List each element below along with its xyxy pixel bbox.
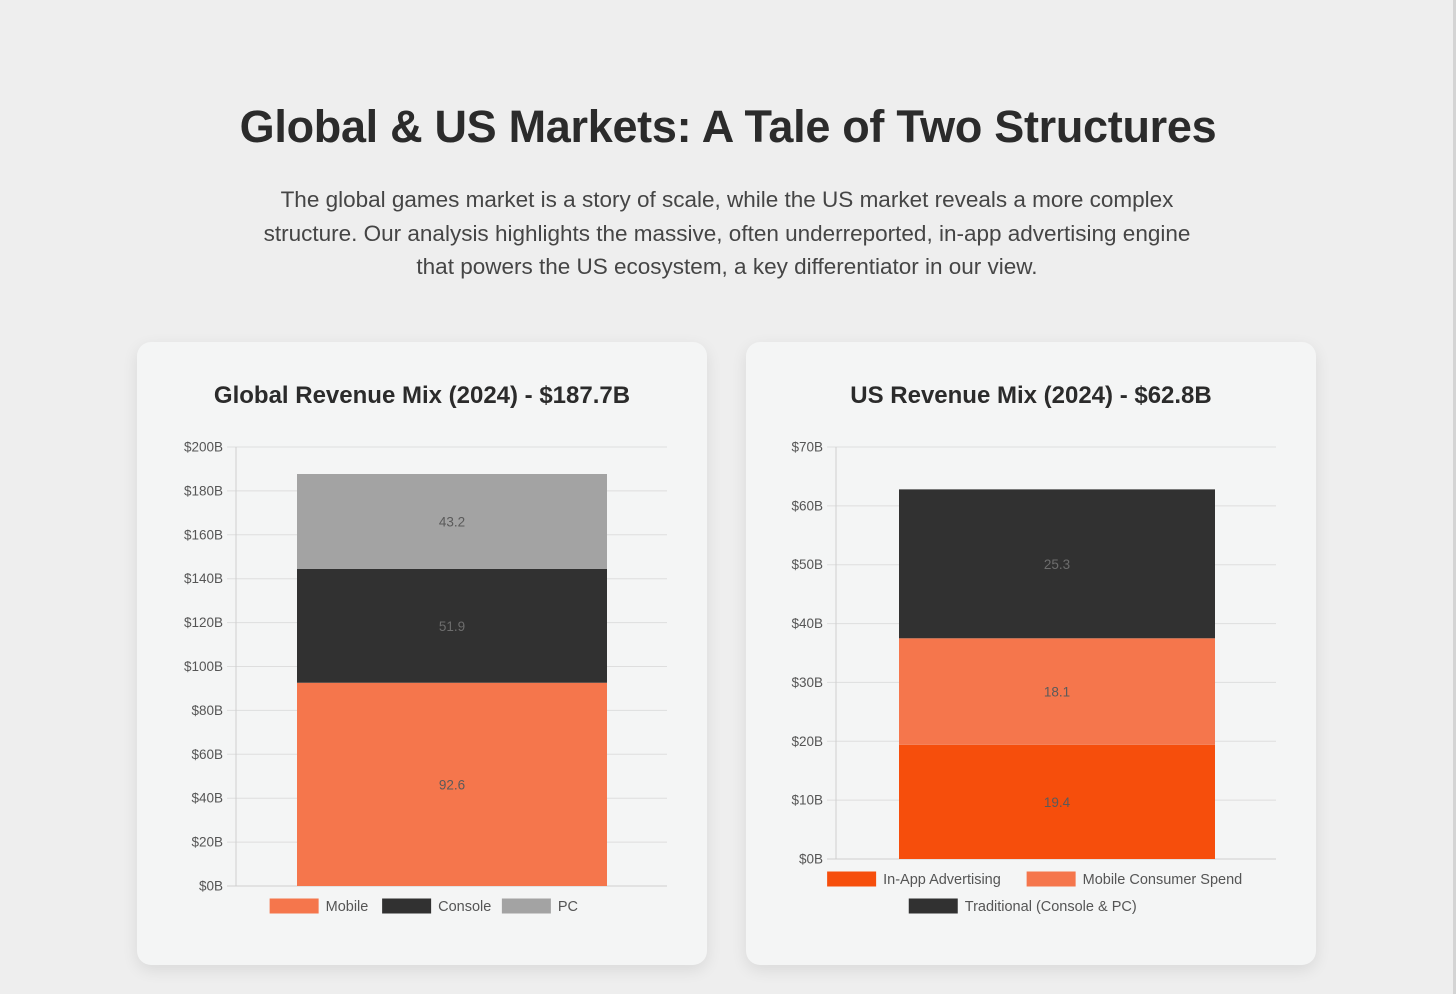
us-legend-label-mobile-consumer-spend: Mobile Consumer Spend [1083, 872, 1243, 888]
us-y-tick-label: $20B [791, 734, 823, 749]
global-bar-console [297, 568, 607, 683]
global-data-label-console: 51.9 [439, 619, 465, 634]
us-legend-swatch-mobile-consumer-spend [1026, 871, 1076, 887]
global-y-tick-label: $40B [191, 791, 223, 806]
us-bar-mobile-consumer-spend [899, 638, 1215, 745]
us-data-label-in-app-advertising: 19.4 [1044, 795, 1071, 810]
global-legend-label-console: Console [438, 899, 491, 915]
global-revenue-chart: $0B $20B $40B $60B $80B $100B $120B $140B $160B $… [184, 440, 667, 915]
us-y-tick-label: $0B [799, 852, 823, 867]
global-y-tick-label: $20B [191, 835, 223, 850]
us-chart-title: US Revenue Mix (2024) - $62.8B [850, 382, 1212, 409]
us-y-tick-label: $70B [791, 440, 823, 455]
window-edge [1453, 0, 1456, 994]
us-y-tick-label: $60B [791, 498, 823, 513]
us-y-tick-label: $50B [791, 557, 823, 572]
global-revenue-card: Global Revenue Mix (2024) - $187.7B $0B $… [137, 342, 707, 965]
global-y-tick-label: $160B [184, 527, 223, 542]
global-legend-swatch-pc [501, 898, 551, 914]
global-legend-label-pc: PC [558, 899, 578, 915]
global-legend-swatch-mobile [269, 898, 319, 914]
global-y-tick-label: $140B [184, 571, 223, 586]
global-y-tick-label: $180B [184, 483, 223, 498]
global-chart-title: Global Revenue Mix (2024) - $187.7B [213, 382, 631, 409]
global-legend-label-mobile: Mobile [326, 899, 369, 915]
us-y-tick-label: $30B [791, 675, 823, 690]
us-legend-swatch-traditional-console-pc [908, 898, 958, 914]
us-legend-label-in-app-advertising: In-App Advertising [883, 872, 1001, 888]
page-title: Global & US Markets: A Tale of Two Struc… [239, 101, 1217, 152]
us-legend-swatch-in-app-advertising [827, 871, 877, 887]
us-bar-in-app-advertising [899, 744, 1215, 859]
us-revenue-chart: $0B $10B $20B $30B $40B $50B $60B $70B 19.4 18.1 2… [791, 440, 1276, 915]
global-y-tick-label: $80B [191, 703, 223, 718]
global-y-tick-label: $100B [184, 659, 223, 674]
us-legend-label-traditional-console-pc: Traditional (Console & PC) [965, 899, 1137, 915]
global-data-label-pc: 43.2 [439, 514, 465, 529]
us-revenue-card: US Revenue Mix (2024) - $62.8B $0B $10B $2… [746, 342, 1316, 965]
us-data-label-traditional-console-pc: 25.3 [1044, 557, 1070, 572]
global-legend-swatch-console [382, 898, 432, 914]
global-y-tick-label: $200B [184, 440, 223, 455]
global-data-label-mobile: 92.6 [439, 777, 465, 792]
us-bar-traditional-console-pc [899, 489, 1215, 639]
us-data-label-mobile-consumer-spend: 18.1 [1044, 685, 1070, 700]
global-y-tick-label: $120B [184, 615, 223, 630]
page-intro: The global games market is a story of sc… [263, 187, 1191, 279]
global-bar-pc [297, 473, 607, 569]
global-y-tick-label: $60B [191, 747, 223, 762]
global-y-tick-label: $0B [199, 879, 223, 894]
us-y-tick-label: $40B [791, 616, 823, 631]
us-y-tick-label: $10B [791, 793, 823, 808]
global-bar-mobile [297, 682, 607, 886]
